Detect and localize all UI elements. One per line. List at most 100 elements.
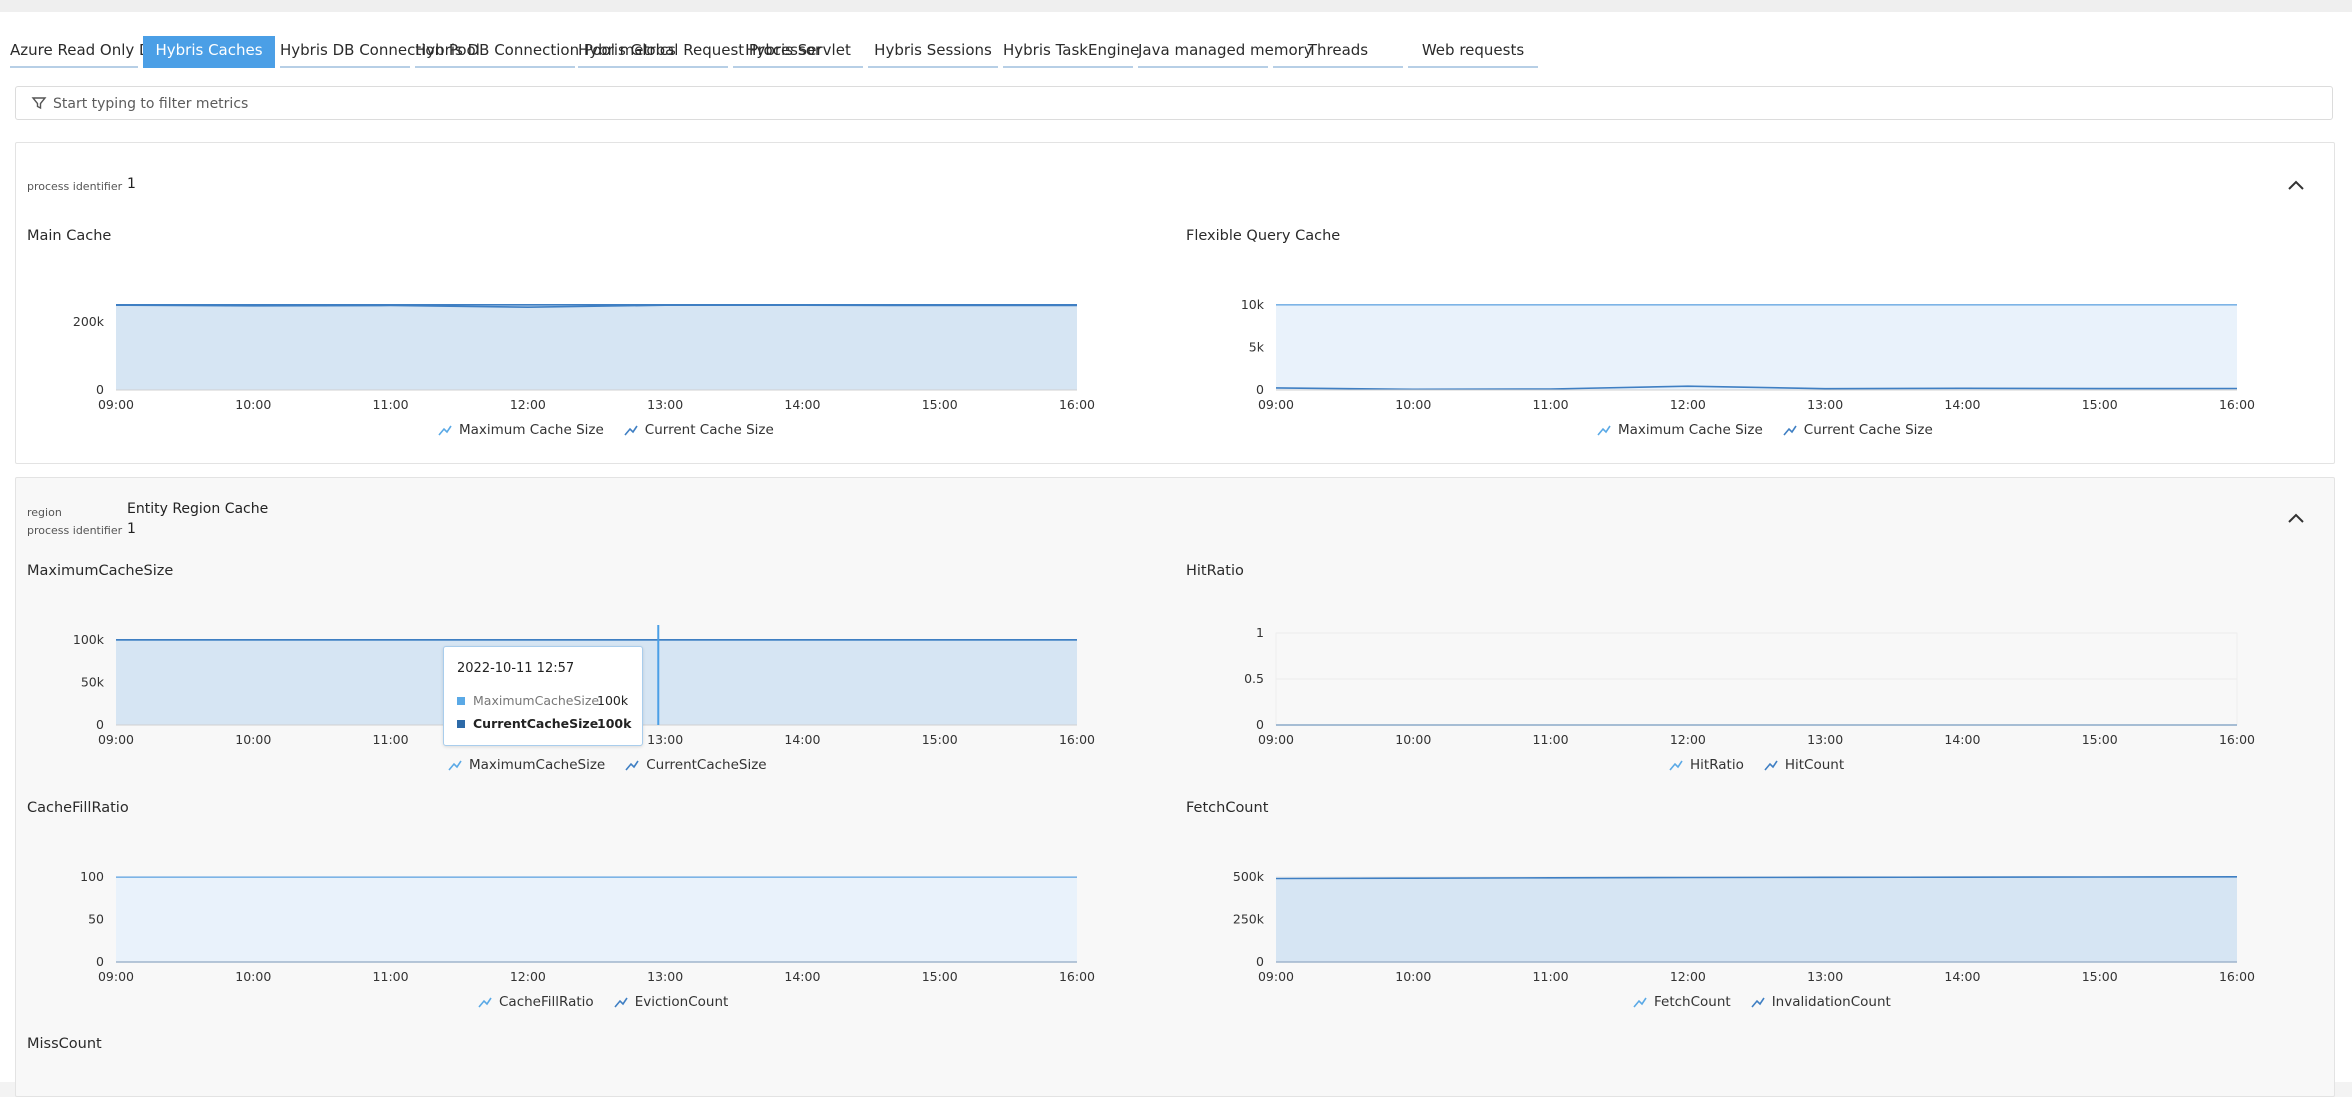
- y-tick-label: 1: [1256, 625, 1264, 640]
- x-tick-label: 15:00: [922, 397, 958, 410]
- x-tick-label: 09:00: [1258, 732, 1294, 745]
- x-tick-label: 10:00: [1395, 969, 1431, 982]
- x-tick-label: 16:00: [2219, 969, 2255, 982]
- tab-hybris-taskengine[interactable]: Hybris TaskEngine: [1003, 36, 1139, 68]
- chart-hitratio[interactable]: 0 0.5 1 09:00 10:00 11:00 12:00 13:00 14:00 15:00…: [1200, 625, 2260, 745]
- x-tick-label: 12:00: [510, 397, 546, 410]
- series-area: [116, 877, 1077, 962]
- tab-hybris-sessions[interactable]: Hybris Sessions: [868, 36, 998, 68]
- panel-process-group: process identifier 1: [15, 142, 2335, 464]
- tooltip-swatch: [457, 696, 465, 705]
- series-area: [116, 304, 1077, 390]
- legend-item[interactable]: MaximumCacheSize: [448, 757, 605, 773]
- y-tick-label: 0: [96, 382, 104, 397]
- line-series-icon: [614, 997, 628, 1008]
- y-tick-label: 0: [1256, 382, 1264, 397]
- y-tick-label: 500k: [1233, 869, 1265, 884]
- tab-hybris-db-connection-pool-metrics[interactable]: Hybris DB Connection Pool metrics: [415, 36, 676, 68]
- legend-flexible-query-cache: Maximum Cache Size Current Cache Size: [1597, 421, 1933, 439]
- legend-item[interactable]: Current Cache Size: [1783, 422, 1933, 438]
- tab-hybris-servlet[interactable]: Hybris Servlet: [733, 36, 863, 68]
- collapse-chevron-up-icon[interactable]: [2286, 179, 2306, 191]
- metric-filter: [15, 86, 2333, 120]
- tab-hybris-global-request-processor[interactable]: Hybris Global Request Processor: [578, 36, 821, 68]
- legend-item[interactable]: CacheFillRatio: [478, 994, 594, 1010]
- y-tick-label: 0: [96, 717, 104, 732]
- y-tick-label: 250k: [1233, 911, 1265, 926]
- y-tick-label: 100k: [73, 632, 105, 647]
- x-tick-label: 09:00: [98, 397, 134, 410]
- chart-title-maximumcachesize: MaximumCacheSize: [27, 563, 174, 579]
- y-tick-label: 200k: [73, 314, 105, 329]
- line-series-icon: [1751, 997, 1765, 1008]
- legend-item[interactable]: Current Cache Size: [624, 422, 774, 438]
- legend-maximumcachesize: MaximumCacheSize CurrentCacheSize: [448, 756, 767, 774]
- x-tick-label: 14:00: [784, 969, 820, 982]
- tab-hybris-db-connection-pool[interactable]: Hybris DB Connection Pool: [280, 36, 480, 68]
- series-line[interactable]: [1275, 385, 2238, 391]
- x-tick-label: 11:00: [1533, 397, 1569, 410]
- y-tick-label: 50: [88, 911, 104, 926]
- x-tick-label: 10:00: [1395, 397, 1431, 410]
- series-area: [1276, 304, 2237, 390]
- chart-title-misscount: MissCount: [27, 1036, 102, 1052]
- series-line[interactable]: [115, 304, 1077, 309]
- tab-web-requests[interactable]: Web requests: [1408, 36, 1538, 68]
- dim-key-process-identifier: process identifier: [27, 180, 123, 193]
- line-series-icon: [624, 425, 638, 436]
- chart-tooltip: 2022-10-11 12:57 MaximumCacheSize 100k C…: [443, 646, 643, 746]
- x-tick-label: 11:00: [1533, 732, 1569, 745]
- legend-item[interactable]: HitCount: [1764, 757, 1844, 773]
- line-series-icon: [1764, 760, 1778, 771]
- dim-value-process-identifier: 1: [127, 176, 136, 192]
- legend-item[interactable]: EvictionCount: [614, 994, 728, 1010]
- chart-flexible-query-cache[interactable]: 0 5k 10k 09:00 10:00 11:00 12:00 13:00 14:00 15:0…: [1200, 290, 2260, 410]
- tab-java-managed-memory[interactable]: Java managed memory: [1138, 36, 1313, 68]
- tooltip-row: CurrentCacheSize 100k: [457, 716, 633, 731]
- tooltip-series-value: 100k: [597, 693, 629, 708]
- chart-title-fetchcount: FetchCount: [1186, 800, 1269, 816]
- x-tick-label: 13:00: [647, 732, 683, 745]
- tooltip-series-name: CurrentCacheSize: [473, 716, 599, 731]
- x-tick-label: 15:00: [922, 732, 958, 745]
- x-tick-label: 11:00: [373, 732, 409, 745]
- line-series-icon: [1633, 997, 1647, 1008]
- tab-azure-read-only-database[interactable]: Azure Read Only Database: [10, 36, 211, 68]
- chart-title-cachefillratio: CacheFillRatio: [27, 800, 129, 816]
- legend-fetchcount: FetchCount InvalidationCount: [1633, 993, 1891, 1011]
- x-tick-label: 16:00: [2219, 397, 2255, 410]
- collapse-chevron-up-icon-2[interactable]: [2286, 512, 2306, 524]
- x-tick-label: 14:00: [784, 397, 820, 410]
- x-tick-label: 13:00: [1807, 397, 1843, 410]
- chart-main-cache[interactable]: 0 200k 09:00 10:00 11:00 12:00 13:00 14:00 15:00…: [40, 290, 1100, 410]
- x-tick-label: 16:00: [2219, 732, 2255, 745]
- legend-item[interactable]: FetchCount: [1633, 994, 1731, 1010]
- x-tick-label: 09:00: [98, 969, 134, 982]
- x-tick-label: 11:00: [373, 397, 409, 410]
- legend-item[interactable]: InvalidationCount: [1751, 994, 1891, 1010]
- line-series-icon: [438, 425, 452, 436]
- filter-input[interactable]: [51, 91, 2325, 117]
- chart-fetchcount[interactable]: 0 250k 500k 09:00 10:00 11:00 12:00 13:00 14:00 1…: [1200, 862, 2260, 982]
- x-tick-label: 15:00: [2082, 969, 2118, 982]
- y-tick-label: 0: [96, 954, 104, 969]
- legend-item[interactable]: Maximum Cache Size: [438, 422, 604, 438]
- legend-item[interactable]: CurrentCacheSize: [625, 757, 767, 773]
- y-tick-label: 100: [80, 869, 104, 884]
- x-tick-label: 16:00: [1059, 969, 1095, 982]
- line-series-icon: [1669, 760, 1683, 771]
- x-tick-label: 11:00: [373, 969, 409, 982]
- legend-item[interactable]: Maximum Cache Size: [1597, 422, 1763, 438]
- tab-threads[interactable]: Threads: [1273, 36, 1403, 68]
- series-line[interactable]: [1275, 876, 2238, 880]
- y-tick-label: 0: [1256, 717, 1264, 732]
- tab-hybris-caches[interactable]: Hybris Caches: [143, 36, 275, 68]
- line-series-icon: [1597, 425, 1611, 436]
- chart-cachefillratio[interactable]: 0 50 100 09:00 10:00 11:00 12:00 13:00 14:00 15:0…: [40, 862, 1100, 982]
- x-tick-label: 16:00: [1059, 732, 1095, 745]
- line-series-icon: [448, 760, 462, 771]
- x-tick-label: 15:00: [2082, 732, 2118, 745]
- legend-item[interactable]: HitRatio: [1669, 757, 1744, 773]
- dim-value-region: Entity Region Cache: [127, 501, 269, 517]
- y-tick-label: 50k: [81, 674, 105, 689]
